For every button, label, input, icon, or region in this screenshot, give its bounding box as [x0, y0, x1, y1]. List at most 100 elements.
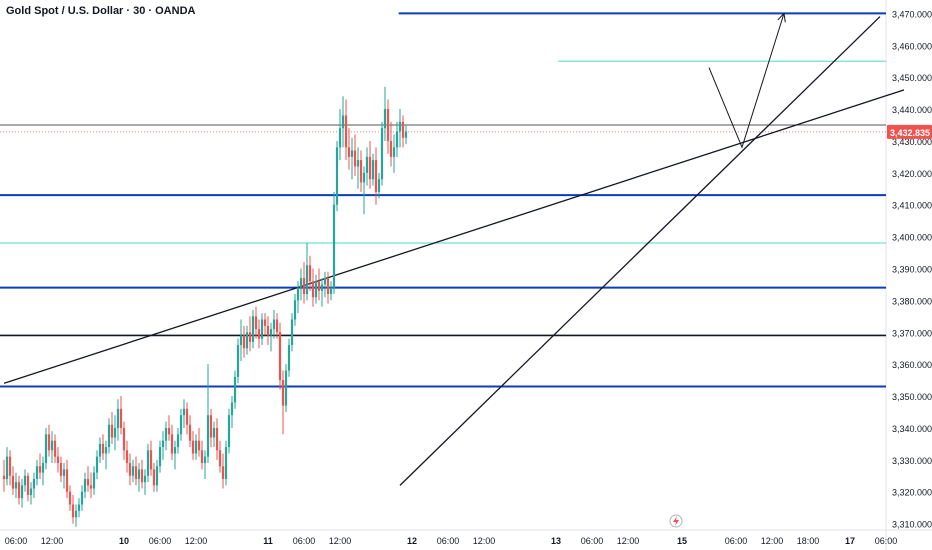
candle-body [131, 466, 135, 476]
x-tick-label: 18:00 [797, 536, 820, 546]
candle-body [290, 319, 294, 346]
x-tick-label: 12:00 [41, 536, 64, 546]
candle-body [314, 281, 318, 298]
candle-body [194, 440, 198, 454]
y-tick-label: 3,360.000 [892, 360, 932, 370]
candle-body [179, 415, 183, 435]
candle-body [107, 424, 111, 448]
candle-body [11, 475, 15, 489]
y-tick-label: 3,420.000 [892, 169, 932, 179]
candle-body [371, 160, 375, 180]
candle-body [65, 469, 69, 492]
candle-body [59, 463, 63, 476]
candle-body [122, 427, 126, 451]
candle-body [257, 329, 261, 339]
candle-body [404, 131, 408, 138]
current-price-badge [887, 124, 932, 139]
candle-body [227, 415, 231, 448]
current-price-label: 3,432.835 [890, 128, 930, 138]
candle-body [164, 427, 168, 441]
candle-body [389, 140, 393, 157]
candle-body [311, 281, 315, 298]
candle-body [305, 265, 309, 295]
candle-body [293, 300, 297, 320]
x-tick-label: 13 [551, 536, 561, 546]
x-tick-label: 06:00 [149, 536, 172, 546]
candle-body [233, 376, 237, 403]
candle-body [173, 447, 177, 454]
candle-body [137, 469, 141, 479]
candle-body [176, 434, 180, 448]
candle-body [266, 325, 270, 336]
projection-path [708, 13, 785, 149]
candle-body [125, 450, 129, 464]
candle-body [338, 128, 342, 148]
candle-body [110, 424, 114, 438]
candle-body [239, 335, 243, 346]
candle-body [263, 319, 267, 326]
candle-body [212, 427, 216, 438]
y-tick-label: 3,330.000 [892, 456, 932, 466]
y-tick-label: 3,310.000 [892, 520, 932, 530]
candle-body [380, 128, 384, 180]
candle-body [326, 278, 330, 295]
x-tick-label: 12:00 [617, 536, 640, 546]
y-tick-label: 3,370.000 [892, 328, 932, 338]
candle-body [242, 335, 246, 349]
candle-body [182, 408, 186, 416]
y-tick-label: 3,460.000 [892, 41, 932, 51]
candle-body [332, 204, 336, 288]
candle-body [392, 147, 396, 157]
candle-body [206, 415, 210, 457]
candle-body [68, 491, 72, 505]
x-tick-label: 10 [119, 536, 129, 546]
candle-body [98, 443, 102, 457]
candle-body [368, 156, 372, 180]
y-tick-label: 3,320.000 [892, 488, 932, 498]
candle-body [272, 319, 276, 330]
candle-body [41, 463, 45, 473]
candle-body [56, 456, 60, 464]
x-tick-label: 06:00 [875, 536, 898, 546]
candle-body [140, 469, 144, 483]
candle-body [245, 332, 249, 349]
candle-body [308, 265, 312, 282]
candle-body [71, 504, 75, 518]
x-tick-label: 06:00 [725, 536, 748, 546]
x-tick-label: 12:00 [185, 536, 208, 546]
candle-body [269, 329, 273, 336]
candle-body [44, 434, 48, 464]
candle-body [353, 150, 357, 167]
candle-body [344, 115, 348, 148]
lightning-bolt [673, 516, 679, 526]
candle-body [359, 160, 363, 183]
candle-body [284, 370, 288, 406]
candle-body [302, 278, 306, 295]
candle-body [170, 434, 174, 454]
candle-body [134, 466, 138, 479]
candle-body [104, 447, 108, 454]
candle-body [377, 179, 381, 192]
candle-body [203, 456, 207, 464]
y-tick-label: 3,400.000 [892, 233, 932, 243]
candle-body [152, 469, 156, 486]
y-tick-label: 3,380.000 [892, 296, 932, 306]
x-tick-label: 06:00 [437, 536, 460, 546]
candle-body [347, 147, 351, 157]
trendline-steep [399, 16, 881, 486]
candle-body [254, 316, 258, 330]
candle-body [317, 281, 321, 291]
candle-body [92, 472, 96, 489]
y-tick-label: 3,340.000 [892, 424, 932, 434]
candle-body [362, 172, 366, 183]
x-tick-label: 17 [845, 536, 855, 546]
candle-body [230, 402, 234, 416]
y-tick-label: 3,430.000 [892, 137, 932, 147]
candle-body [320, 284, 324, 291]
candle-body [62, 469, 66, 476]
candle-body [323, 278, 327, 285]
projection-arrowhead [777, 12, 786, 23]
candle-body [341, 115, 345, 129]
candle-body [251, 316, 255, 342]
